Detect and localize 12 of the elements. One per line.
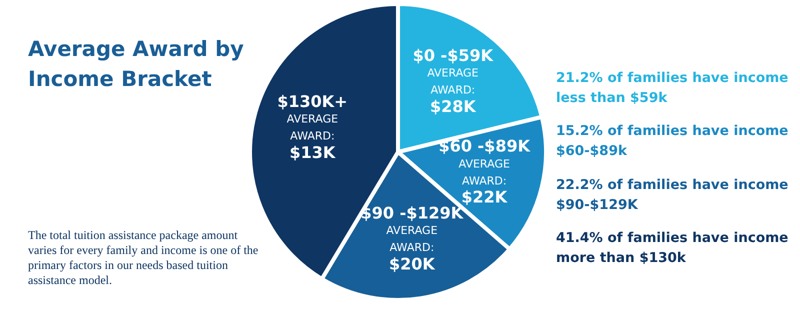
text: 21.2% of families have income less than $59k bbox=[556, 69, 790, 108]
text: AVERAGE AWARD: $22K bbox=[458, 157, 510, 207]
text: AVERAGE AWARD: $20K bbox=[386, 224, 438, 274]
text: AVERAGE AWARD: $13K bbox=[286, 112, 338, 162]
text: AVERAGE AWARD: $28K bbox=[427, 66, 479, 116]
slice-label: $130K+ bbox=[277, 92, 348, 111]
slice-label: $0 -$59K bbox=[412, 46, 494, 65]
text: 41.4% of families have income more than $130k bbox=[556, 229, 790, 268]
text: Average Award by Income Bracket bbox=[28, 36, 245, 93]
text: The total tuition assistance package amount varies for every family and income is one of the primary factors in our needs based tuition assistance model. bbox=[28, 228, 260, 288]
text: 22.2% of families have income $90-$129K bbox=[556, 176, 790, 215]
text: 15.2% of families have income $60-$89k bbox=[556, 122, 790, 161]
